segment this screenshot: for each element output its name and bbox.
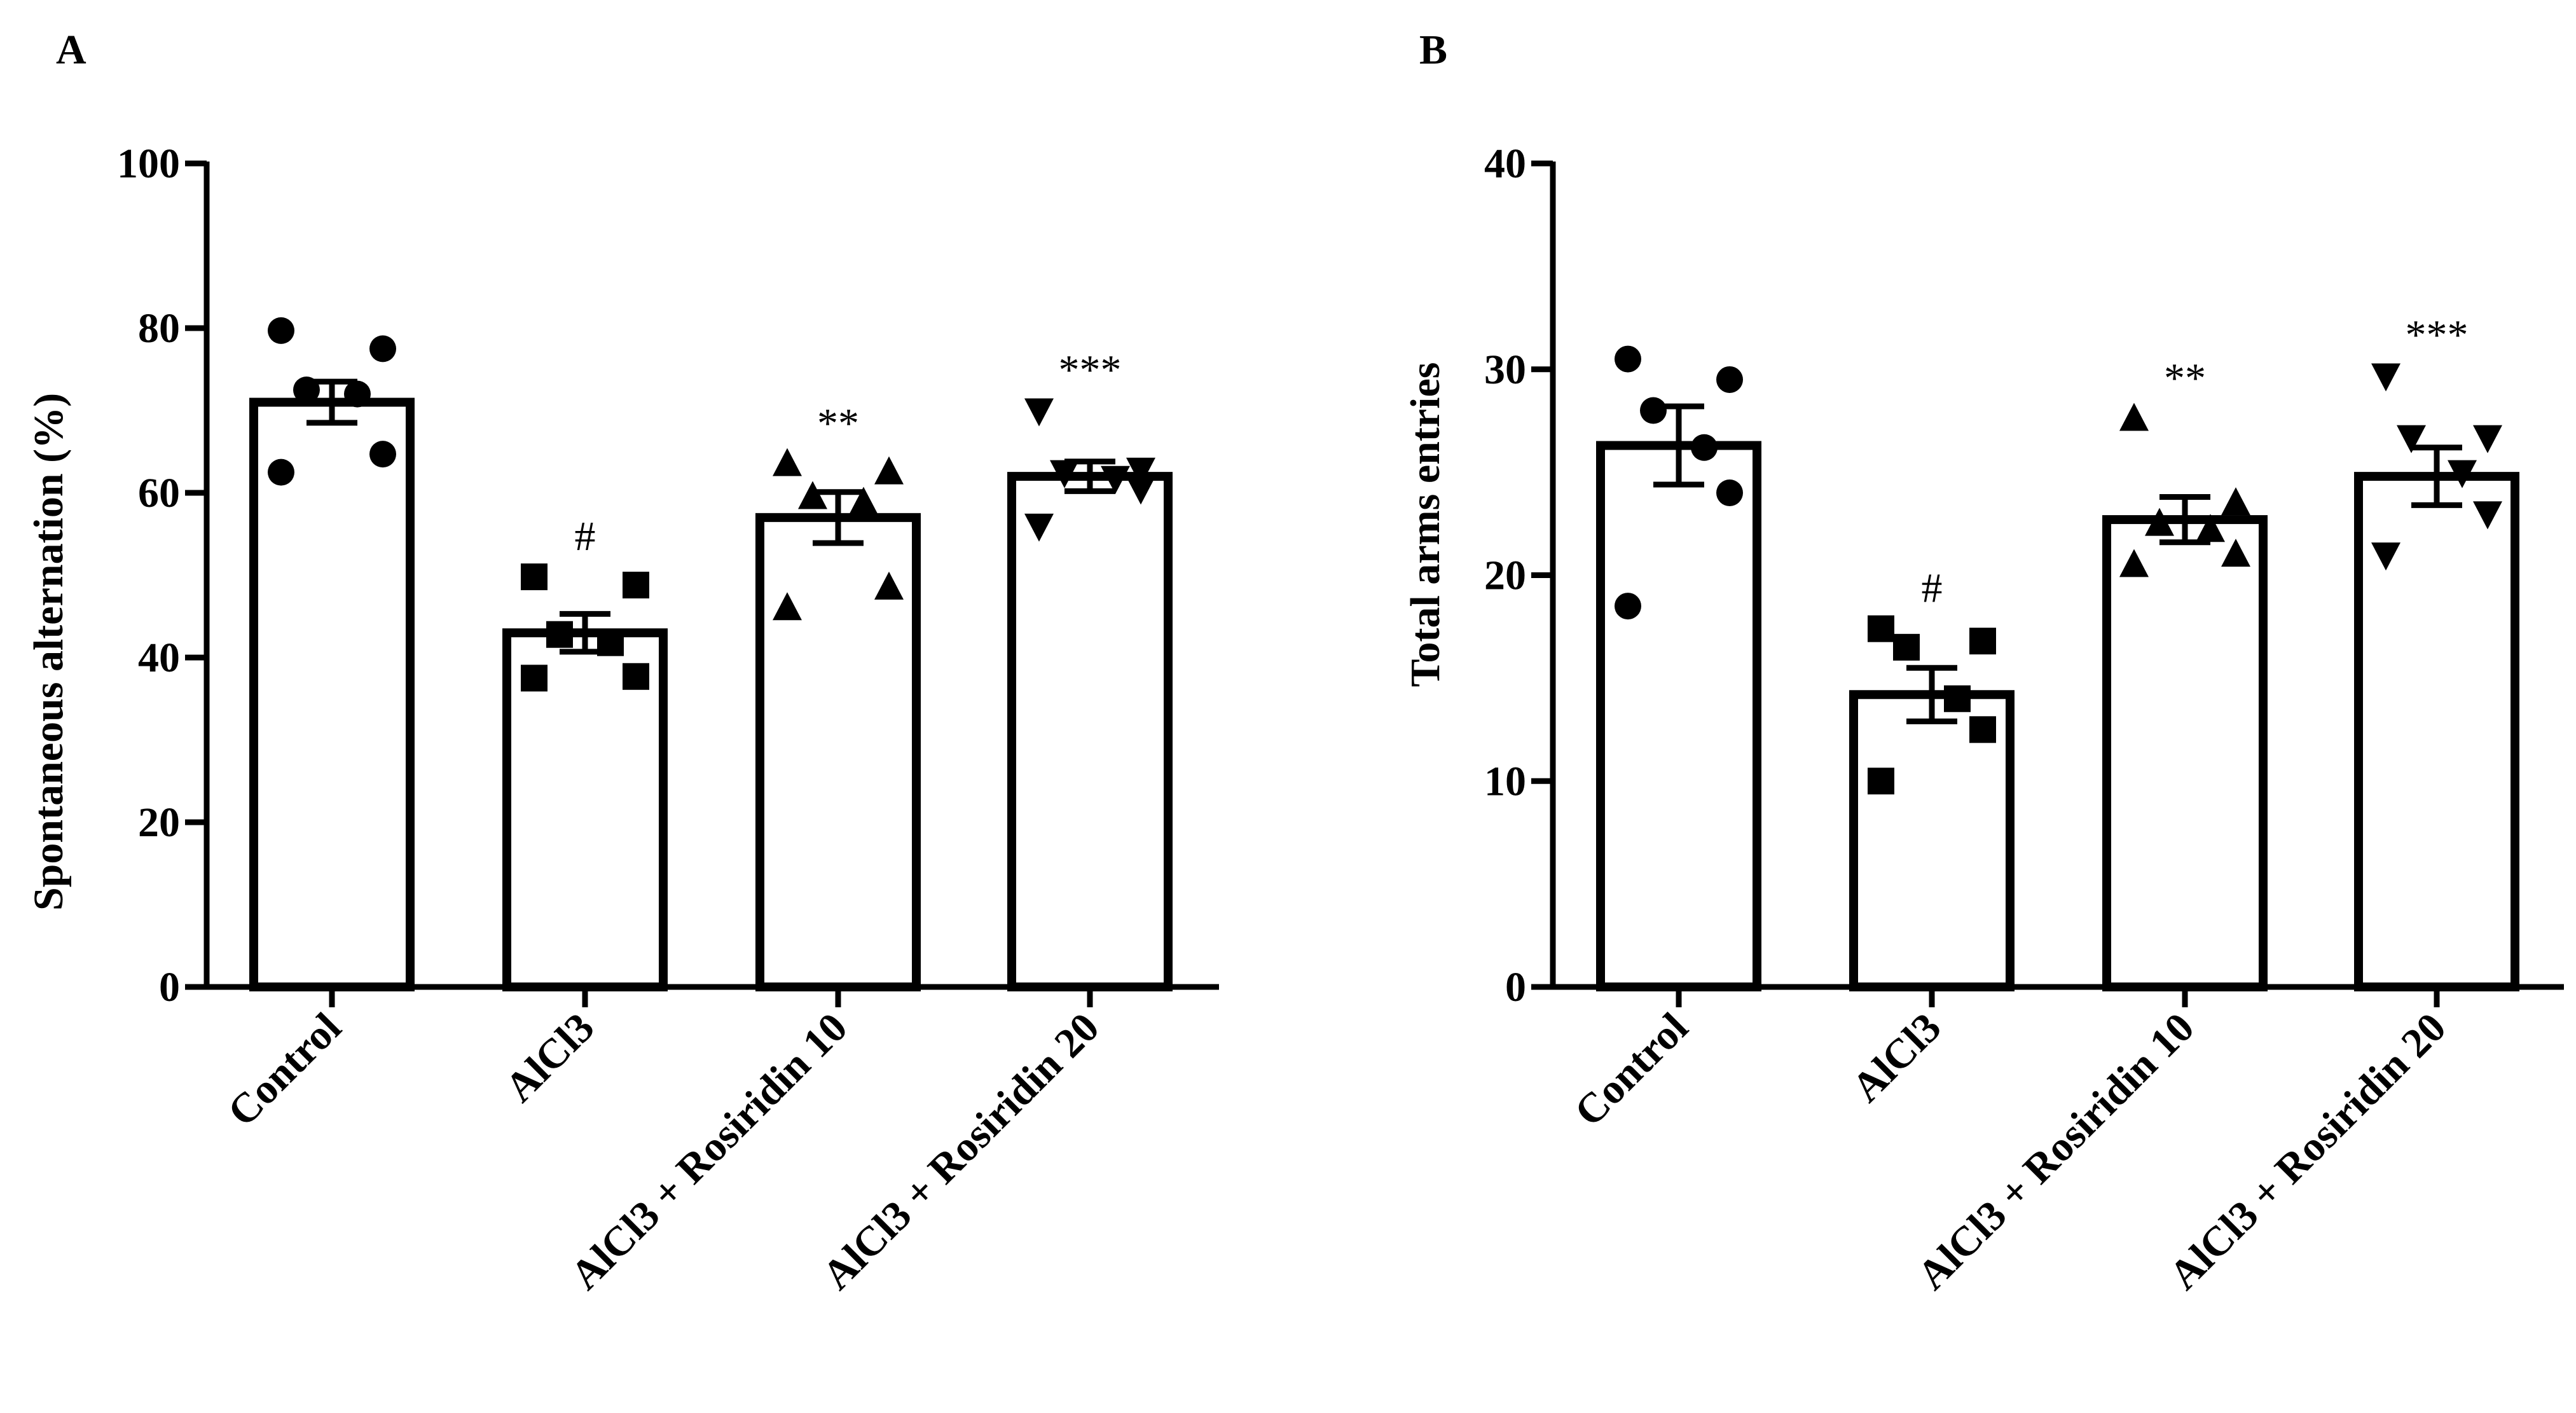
chart-b-significance-label: #	[1922, 565, 1943, 612]
chart-b-significance-label: **	[2164, 355, 2206, 401]
chart-b-ylabel: Total arms entries	[1402, 362, 1449, 687]
chart-a-ylabel: Spontaneous alternation (%)	[25, 393, 72, 911]
chart-a-category-label: AlCl3 + Rosiridin 20	[813, 1004, 1108, 1299]
chart-a-data-point	[268, 458, 294, 486]
panel-b-letter: B	[1419, 27, 1447, 73]
chart-b-data-point	[1868, 615, 1894, 642]
chart-a-ytick-label: 60	[138, 470, 180, 516]
chart-a-error-bar	[799, 489, 878, 546]
chart-b-data-point	[2473, 425, 2502, 453]
chart-a-data-point	[874, 456, 904, 485]
chart-a-data-point	[798, 481, 827, 509]
chart-b-plot: 0 10 20 30 40 Control AlCl3 # AlCl3 + Rosiridin …	[1484, 141, 2564, 1299]
chart-b-data-point	[2473, 501, 2502, 530]
chart-a-title: Spontaneous alternation (%)	[25, 393, 72, 911]
chart-a-data-point	[369, 335, 396, 362]
chart-a-data-point	[874, 571, 904, 600]
chart-a-category-label: AlCl3	[496, 1004, 603, 1111]
chart-a-data-point	[849, 486, 878, 515]
chart-b-data-point	[2448, 460, 2477, 488]
chart-a-data-point	[1126, 457, 1155, 486]
chart-a-data-point	[623, 572, 649, 599]
chart-a-data-point	[773, 592, 802, 621]
chart-a-data-point	[1024, 513, 1054, 542]
chart-a-data-point	[623, 663, 649, 690]
chart-b-data-point	[1691, 434, 1718, 461]
chart-b-bar	[1849, 690, 2015, 992]
chart-a-category-label: AlCl3 + Rosiridin 10	[561, 1004, 856, 1299]
chart-a-category-label: Control	[219, 1004, 350, 1135]
chart-b-bar	[2102, 515, 2268, 991]
chart-b-data-point	[1893, 633, 1920, 661]
chart-b-significance-label: ***	[2406, 312, 2469, 358]
chart-b-category-label: Control	[1566, 1004, 1697, 1135]
chart-b-data-point	[1615, 593, 1641, 620]
chart-a: A Spontaneous alternation (%) 0 20 40 60 80 1…	[25, 27, 1219, 1299]
chart-b-data-point	[1716, 366, 1743, 393]
chart-b-ytick-label: 10	[1484, 758, 1526, 804]
chart-b-title: Total arms entries	[1402, 362, 1449, 687]
chart-b-ytick-label: 30	[1484, 347, 1526, 393]
chart-b-data-point	[1969, 716, 1996, 743]
chart-b-data-point	[2397, 425, 2426, 453]
chart-b-data-point	[1615, 345, 1641, 373]
chart-b-data-point	[2145, 507, 2174, 536]
chart-a-ytick-label: 100	[117, 141, 180, 187]
chart-b-ytick-label: 20	[1484, 553, 1526, 599]
chart-a-ytick-label: 0	[159, 964, 180, 1010]
chart-b-bar	[1596, 441, 1761, 991]
chart-b-ytick-label: 0	[1505, 964, 1526, 1010]
chart-b-ytick-label: 40	[1484, 141, 1526, 187]
chart-b-data-point	[2119, 549, 2149, 577]
chart-a-data-point	[369, 441, 396, 468]
chart-b-data-point	[2196, 514, 2225, 542]
chart-b-data-point	[1944, 685, 1971, 712]
chart-b-data-point	[1640, 397, 1667, 424]
chart-a-bar	[502, 628, 668, 991]
chart-a-data-point	[1024, 398, 1054, 427]
chart-b-data-point	[2371, 363, 2400, 392]
chart-b-category-label: AlCl3 + Rosiridin 20	[2160, 1004, 2455, 1299]
chart-a-significance-label: ***	[1059, 347, 1122, 394]
chart-b-data-point	[2221, 539, 2250, 567]
chart-a-bar	[1007, 472, 1173, 991]
chart-b-data-point	[1716, 479, 1743, 506]
chart-b-data-point	[1868, 768, 1894, 795]
chart-a-data-point	[521, 665, 548, 692]
chart-b-category-label: AlCl3	[1843, 1004, 1950, 1111]
chart-b-error-bar	[1892, 665, 1971, 724]
chart-a-ytick-label: 20	[138, 799, 180, 846]
chart-a-data-point	[1050, 460, 1079, 488]
chart-a-significance-label: #	[575, 513, 596, 560]
chart-b: B Total arms entries 0 10 20 30 40 Control AlC…	[1402, 27, 2564, 1299]
chart-b-data-point	[2371, 542, 2400, 571]
chart-a-data-point	[344, 380, 371, 408]
chart-a-data-point	[268, 317, 294, 344]
chart-b-data-point	[1969, 628, 1996, 655]
chart-b-data-point	[2221, 487, 2250, 516]
chart-a-significance-label: **	[817, 401, 859, 447]
chart-b-data-point	[2119, 403, 2149, 431]
chart-b-category-label: AlCl3 + Rosiridin 10	[1908, 1004, 2203, 1299]
panel-a-letter: A	[56, 27, 86, 73]
chart-a-data-point	[773, 448, 802, 476]
chart-a-data-point	[546, 621, 573, 648]
chart-a-ytick-label: 80	[138, 305, 180, 352]
chart-a-bar	[249, 397, 415, 991]
chart-a-ytick-label: 40	[138, 635, 180, 681]
chart-a-plot: 0 20 40 60 80 100 Control AlCl3 # AlCl3 + Rosirid…	[117, 141, 1219, 1299]
chart-a-data-point	[521, 563, 548, 591]
chart-a-data-point	[1101, 465, 1130, 494]
chart-a-data-point	[597, 629, 624, 656]
chart-a-data-point	[293, 376, 320, 404]
chart-a-data-point	[1126, 476, 1155, 505]
